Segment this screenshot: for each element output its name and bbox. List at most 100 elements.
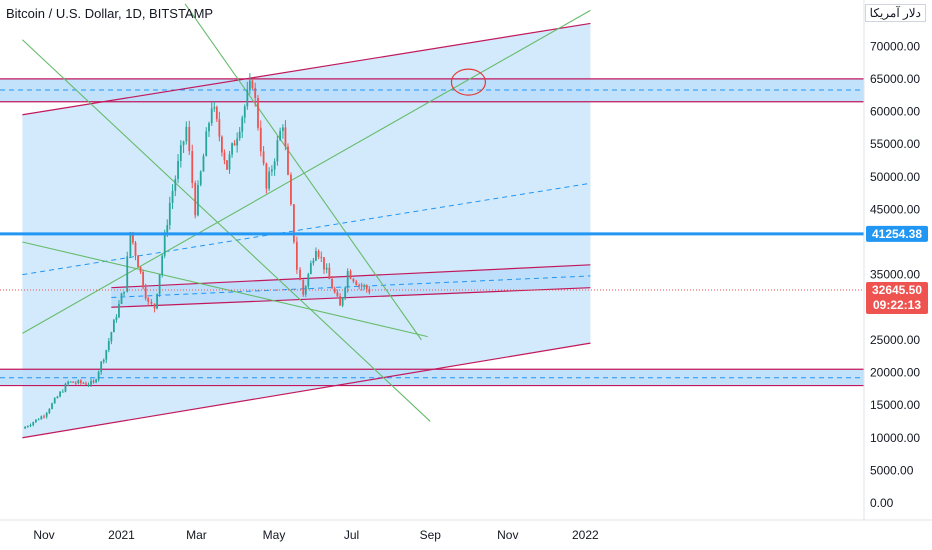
time-tick-label: Nov xyxy=(497,528,518,542)
candle-body xyxy=(276,140,279,162)
price-tick-label: 65000.00 xyxy=(870,72,920,86)
candle-body xyxy=(79,380,82,383)
trend-up-long-line xyxy=(22,9,591,334)
time-tick-label: Sep xyxy=(420,528,442,542)
price-tick-label: 70000.00 xyxy=(870,39,920,53)
candle-body xyxy=(82,382,85,384)
candle-body xyxy=(74,382,77,384)
candle-body xyxy=(228,154,231,170)
candle-body xyxy=(238,131,241,139)
time-axis[interactable]: Nov 2021 Mar May Jul Sep Nov 2022 xyxy=(33,528,599,542)
candle-body xyxy=(208,123,210,132)
candle-body xyxy=(48,408,51,413)
trend-down-from-top-line xyxy=(184,3,422,341)
candle-body xyxy=(270,169,273,172)
candle-body xyxy=(309,263,312,274)
candle-body xyxy=(254,88,257,99)
time-tick-label: Mar xyxy=(186,528,207,542)
candle-body xyxy=(323,257,325,270)
candle-body xyxy=(202,156,205,172)
candle-body xyxy=(69,381,72,383)
candle-body xyxy=(132,232,134,243)
candle-body xyxy=(29,424,32,427)
outer-channel-fill xyxy=(22,23,591,438)
candle-body xyxy=(331,278,333,289)
candle-body xyxy=(163,232,166,256)
candle-body xyxy=(37,419,40,421)
time-tick-label: Jul xyxy=(344,528,359,542)
candle-body xyxy=(51,403,53,409)
candle-body xyxy=(129,232,132,257)
currency-label[interactable]: دلار آمریکا xyxy=(864,4,926,22)
candle-body xyxy=(185,126,188,142)
time-tick-label: May xyxy=(263,528,286,542)
candle-body xyxy=(218,119,221,137)
level-badge: 41254.38 xyxy=(866,225,928,242)
candle-body xyxy=(295,241,298,270)
candle-body xyxy=(341,297,344,306)
time-tick-label: 2022 xyxy=(572,528,599,542)
candle-body xyxy=(24,426,26,429)
candle-body xyxy=(139,266,142,272)
candle-body xyxy=(197,184,199,216)
candle-body xyxy=(368,288,371,293)
candle-body xyxy=(248,80,251,91)
candles-layer xyxy=(24,73,371,429)
candle-body xyxy=(126,256,129,292)
last-price-badge: 32645.50 09:22:13 xyxy=(866,281,928,314)
candle-body xyxy=(213,107,216,109)
candle-body xyxy=(233,143,236,146)
candle-body xyxy=(210,108,213,124)
candle-body xyxy=(221,136,223,153)
candle-body xyxy=(174,179,177,191)
price-axis[interactable]: 75000.0070000.0065000.0060000.0055000.00… xyxy=(870,7,920,510)
candle-body xyxy=(32,422,35,425)
candle-body xyxy=(158,274,161,294)
candle-body xyxy=(72,381,75,383)
candle-body xyxy=(287,146,289,175)
candle-body xyxy=(156,293,158,309)
candle-body xyxy=(161,255,164,275)
candle-body xyxy=(85,383,87,385)
candle-body xyxy=(304,286,307,295)
candle-body xyxy=(120,293,123,304)
candle-body xyxy=(90,380,92,385)
candle-body xyxy=(199,171,202,185)
price-tick-label: 45000.00 xyxy=(870,202,920,216)
candle-body xyxy=(97,371,100,380)
candle-body xyxy=(363,285,366,287)
candle-body xyxy=(177,160,179,180)
candle-body xyxy=(77,380,80,384)
candle-body xyxy=(168,202,171,226)
candle-body xyxy=(226,160,228,170)
candle-body xyxy=(194,182,197,216)
candle-body xyxy=(243,106,246,118)
candle-body xyxy=(358,285,361,287)
price-tick-label: 15000.00 xyxy=(870,398,920,412)
mid-channel-fill xyxy=(111,264,591,308)
candle-body xyxy=(241,117,244,132)
candle-body xyxy=(92,380,95,383)
candle-body xyxy=(215,107,218,120)
candle-body xyxy=(144,287,147,299)
outer-channel-bottom-line xyxy=(22,342,591,439)
candle-body xyxy=(257,98,259,128)
candle-body xyxy=(339,296,341,306)
candle-body xyxy=(223,152,226,161)
last-price-text: 32645.50 xyxy=(872,283,922,297)
candle-body xyxy=(123,291,125,294)
candle-body xyxy=(236,138,239,146)
candle-body xyxy=(302,280,305,295)
countdown-text: 09:22:13 xyxy=(873,298,921,312)
candle-body xyxy=(325,267,328,270)
candle-body xyxy=(166,225,169,233)
outer-channel-top-line xyxy=(22,22,591,116)
candle-body xyxy=(45,412,48,417)
trend-down-steep-line xyxy=(22,39,431,422)
candle-body xyxy=(307,273,310,287)
candle-body xyxy=(246,90,249,107)
candle-body xyxy=(56,396,59,399)
candle-body xyxy=(102,359,105,362)
candle-body xyxy=(290,174,292,205)
